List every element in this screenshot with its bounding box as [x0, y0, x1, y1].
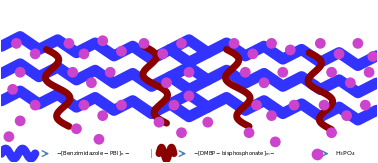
Text: $\mathsf{-[Benzimidazole-PBI]_n-}$: $\mathsf{-[Benzimidazole-PBI]_n-}$ [56, 149, 130, 158]
Point [171, 104, 177, 106]
Point [280, 71, 286, 74]
Point [272, 141, 278, 143]
Point [291, 104, 297, 106]
Point [32, 104, 38, 106]
Point [186, 71, 192, 74]
Point [81, 104, 87, 106]
Point [118, 50, 124, 52]
Point [6, 135, 12, 138]
Point [100, 114, 106, 117]
Text: $\mathsf{H_3PO_4}$: $\mathsf{H_3PO_4}$ [335, 149, 356, 158]
Point [254, 104, 260, 106]
Point [141, 42, 147, 45]
Point [328, 71, 335, 74]
Point [268, 114, 274, 117]
Point [70, 71, 76, 74]
Point [268, 42, 274, 45]
Point [261, 82, 267, 84]
Point [88, 82, 94, 84]
Point [363, 104, 369, 106]
Point [231, 42, 237, 45]
Point [81, 53, 87, 55]
Point [32, 53, 38, 55]
Point [242, 71, 248, 74]
Point [246, 131, 252, 134]
Point [370, 55, 376, 58]
Point [13, 42, 19, 45]
Point [17, 71, 23, 74]
Point [160, 53, 166, 55]
Point [321, 104, 327, 106]
Point [314, 152, 320, 155]
Point [96, 138, 102, 141]
Point [107, 71, 113, 74]
Point [178, 42, 184, 45]
Point [366, 71, 372, 74]
Point [9, 88, 15, 91]
Point [66, 42, 72, 45]
Point [186, 95, 192, 97]
Point [205, 121, 211, 124]
Point [344, 114, 350, 117]
Text: |: | [150, 149, 153, 158]
Point [17, 120, 23, 122]
Point [328, 131, 335, 134]
Text: $\mathsf{-[DMBP-bisphosphonate]_m-}$: $\mathsf{-[DMBP-bisphosphonate]_m-}$ [193, 149, 276, 158]
Point [250, 53, 256, 55]
Point [100, 39, 106, 42]
Point [156, 121, 162, 124]
Point [336, 53, 342, 55]
Point [178, 131, 184, 134]
Point [347, 82, 353, 84]
Point [163, 82, 169, 84]
Point [287, 49, 293, 51]
Point [355, 42, 361, 45]
Point [118, 104, 124, 106]
Point [73, 127, 79, 130]
Point [317, 42, 323, 45]
